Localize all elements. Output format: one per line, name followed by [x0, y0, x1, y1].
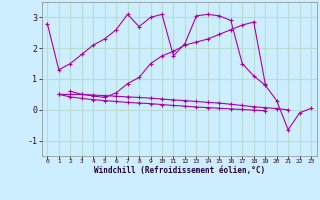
X-axis label: Windchill (Refroidissement éolien,°C): Windchill (Refroidissement éolien,°C) [94, 166, 265, 175]
